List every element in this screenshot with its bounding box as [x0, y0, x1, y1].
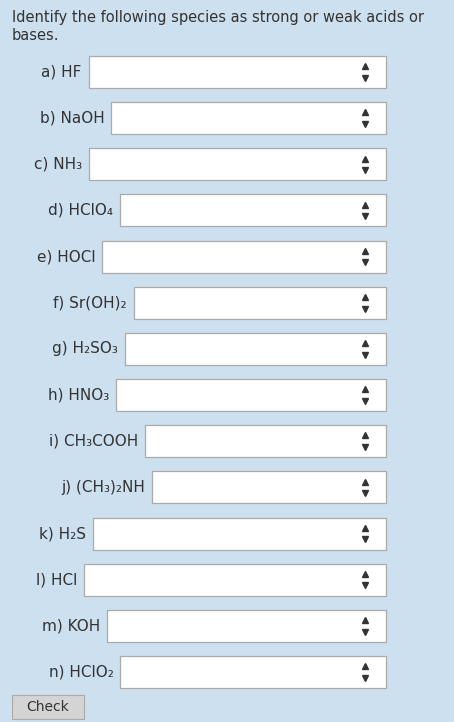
Text: m) KOH: m) KOH — [42, 618, 100, 633]
FancyBboxPatch shape — [120, 656, 386, 688]
FancyBboxPatch shape — [120, 194, 386, 227]
Text: i) CH₃COOH: i) CH₃COOH — [49, 434, 138, 449]
Text: c) NH₃: c) NH₃ — [34, 157, 82, 172]
FancyBboxPatch shape — [89, 148, 386, 180]
FancyBboxPatch shape — [89, 56, 386, 88]
FancyBboxPatch shape — [145, 425, 386, 457]
FancyBboxPatch shape — [93, 518, 386, 549]
Text: bases.: bases. — [12, 28, 59, 43]
Text: Identify the following species as strong or weak acids or: Identify the following species as strong… — [12, 10, 424, 25]
Text: e) HOCl: e) HOCl — [37, 249, 95, 264]
FancyBboxPatch shape — [102, 240, 386, 273]
FancyBboxPatch shape — [111, 102, 386, 134]
FancyBboxPatch shape — [134, 287, 386, 319]
Text: j) (CH₃)₂NH: j) (CH₃)₂NH — [61, 480, 145, 495]
FancyBboxPatch shape — [152, 471, 386, 503]
FancyBboxPatch shape — [84, 564, 386, 596]
Text: g) H₂SO₃: g) H₂SO₃ — [52, 342, 118, 357]
FancyBboxPatch shape — [12, 695, 84, 719]
Text: d) HClO₄: d) HClO₄ — [49, 203, 114, 218]
Text: Check: Check — [27, 700, 69, 714]
Text: n) HClO₂: n) HClO₂ — [49, 664, 114, 679]
Text: k) H₂S: k) H₂S — [39, 526, 86, 541]
Text: b) NaOH: b) NaOH — [39, 110, 104, 126]
Text: f) Sr(OH)₂: f) Sr(OH)₂ — [54, 295, 127, 310]
Text: h) HNO₃: h) HNO₃ — [48, 388, 109, 403]
FancyBboxPatch shape — [125, 333, 386, 365]
FancyBboxPatch shape — [107, 610, 386, 642]
Text: a) HF: a) HF — [41, 64, 82, 79]
Text: l) HCl: l) HCl — [36, 573, 77, 587]
FancyBboxPatch shape — [116, 379, 386, 411]
